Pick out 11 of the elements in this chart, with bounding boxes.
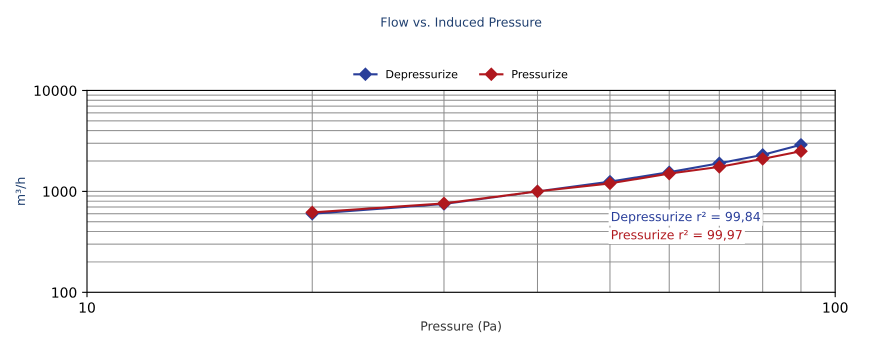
legend-label: Depressurize — [386, 70, 458, 80]
y-axis-title: m³/h — [15, 178, 26, 205]
y-tick-label: 1000 — [43, 186, 76, 197]
x-axis-title: Pressure (Pa) — [421, 321, 501, 332]
legend-label: Pressurize — [512, 70, 568, 78]
x-tick-label: 10 — [80, 302, 95, 313]
y-tick-label: 10000 — [34, 85, 76, 96]
chart-title: Flow vs. Induced Pressure — [381, 17, 542, 27]
annotation: Pressurize r² = 99,97 — [612, 230, 742, 241]
y-tick-label: 100 — [52, 287, 76, 298]
annotation: Depressurize r² = 99,84 — [612, 212, 760, 224]
